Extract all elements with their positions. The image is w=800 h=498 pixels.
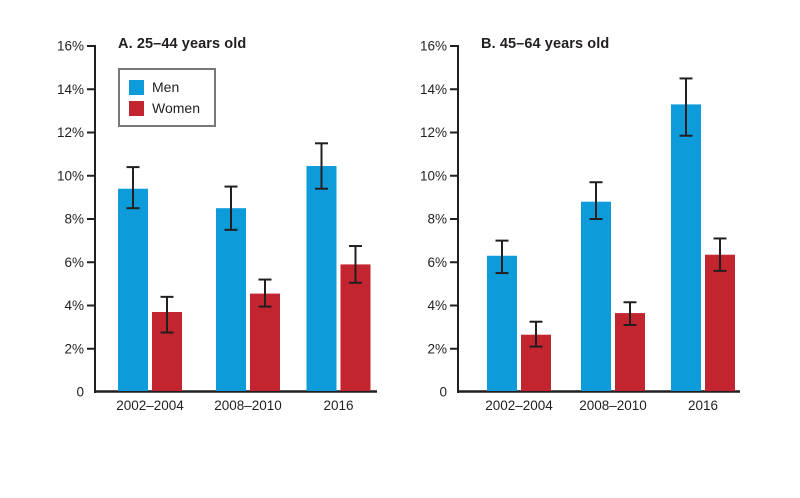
panel-b-title: B. 45–64 years old — [481, 36, 610, 52]
bar-women-2008-2010 — [615, 313, 645, 391]
legend-label-men: Men — [152, 79, 180, 95]
bar-men-2008-2010 — [581, 201, 611, 391]
legend-item-women: Women — [129, 100, 200, 116]
panel-a-x-label: 2002–2004 — [116, 398, 184, 413]
panel-a-x-label: 2008–2010 — [214, 398, 282, 413]
bar-men-2002-2004 — [487, 255, 517, 391]
panel-b-y-tick-label: 0 — [439, 385, 447, 400]
panel-b-x-label: 2016 — [688, 398, 718, 413]
panel-b-y-tick-label: 8% — [427, 212, 447, 227]
panel-a-y-tick-label: 12% — [57, 125, 84, 140]
panel-a-y-tick-label: 16% — [57, 39, 84, 54]
legend: Men Women — [118, 68, 216, 127]
bar-women-2016 — [340, 264, 371, 391]
panel-b-x-label: 2002–2004 — [485, 398, 553, 413]
panel-b-y-tick-label: 14% — [420, 82, 447, 97]
panel-a-y-tick-label: 14% — [57, 82, 84, 97]
panel-a-title: A. 25–44 years old — [118, 36, 247, 52]
panel-a-y-tick-label: 8% — [64, 212, 84, 227]
bar-men-2008-2010 — [216, 208, 246, 391]
bar-men-2002-2004 — [118, 188, 148, 391]
panel-b-y-tick-label: 6% — [427, 255, 447, 270]
panel-a-y-tick-label: 0 — [76, 385, 84, 400]
legend-item-men: Men — [129, 79, 200, 95]
panel-b-y-tick-label: 4% — [427, 298, 447, 313]
bar-women-2008-2010 — [250, 293, 280, 391]
panel-b-y-tick-label: 16% — [420, 39, 447, 54]
panel-b-y-tick-label: 12% — [420, 125, 447, 140]
panel-a-y-tick-label: 2% — [64, 341, 84, 356]
panel-b-y-tick-label: 2% — [427, 341, 447, 356]
bar-men-2016 — [671, 104, 701, 391]
panel-a-y-tick-label: 4% — [64, 298, 84, 313]
women-swatch — [129, 100, 144, 116]
legend-label-women: Women — [152, 100, 200, 116]
bar-women-2016 — [705, 254, 735, 391]
men-swatch — [129, 79, 144, 95]
panel-b-y-tick-label: 10% — [420, 168, 447, 183]
panel-b-x-label: 2008–2010 — [579, 398, 647, 413]
bar-men-2016 — [306, 166, 337, 391]
panel-a-y-tick-label: 10% — [57, 168, 84, 183]
panel-a-y-tick-label: 6% — [64, 255, 84, 270]
panel-a-x-label: 2016 — [323, 398, 353, 413]
